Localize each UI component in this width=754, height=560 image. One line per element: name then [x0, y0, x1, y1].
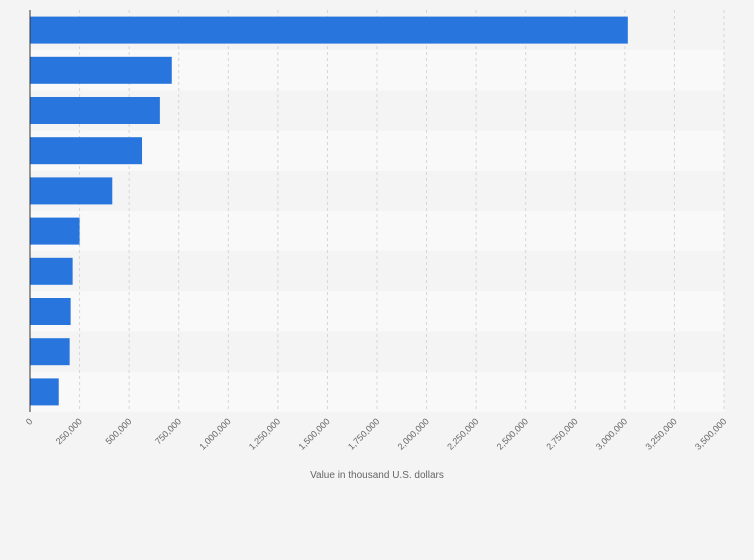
x-tick-label: 500,000 [103, 416, 133, 446]
x-axis-title: Value in thousand U.S. dollars [310, 470, 444, 481]
bar[interactable] [30, 378, 59, 406]
x-tick-label: 1,750,000 [346, 416, 381, 451]
x-tick-label: 1,000,000 [197, 416, 232, 451]
bar[interactable] [30, 177, 113, 205]
bar[interactable] [30, 16, 628, 44]
x-tick-label: 2,500,000 [495, 416, 530, 451]
bar[interactable] [30, 137, 143, 165]
bar[interactable] [30, 298, 71, 325]
bar[interactable] [30, 257, 73, 285]
x-tick-label: 1,250,000 [247, 416, 282, 451]
x-tick-label: 3,000,000 [594, 416, 629, 451]
x-tick-label: 1,500,000 [296, 416, 331, 451]
bar[interactable] [30, 97, 160, 124]
x-tick-label: 3,250,000 [643, 416, 678, 451]
bar[interactable] [30, 217, 80, 245]
x-tick-label: 250,000 [54, 416, 84, 446]
x-tick-label: 2,250,000 [445, 416, 480, 451]
bar[interactable] [30, 338, 70, 366]
bars [30, 16, 628, 406]
bar[interactable] [30, 56, 172, 84]
x-tick-label: 3,500,000 [693, 416, 728, 451]
x-tick-labels: 0 250,000 500,000 750,000 1,000,000 1,250,000… [24, 416, 729, 451]
x-tick-label: 2,750,000 [544, 416, 579, 451]
x-tick-label: 2,000,000 [396, 416, 431, 451]
x-tick-label: 0 [24, 416, 35, 427]
x-tick-label: 750,000 [153, 416, 183, 446]
